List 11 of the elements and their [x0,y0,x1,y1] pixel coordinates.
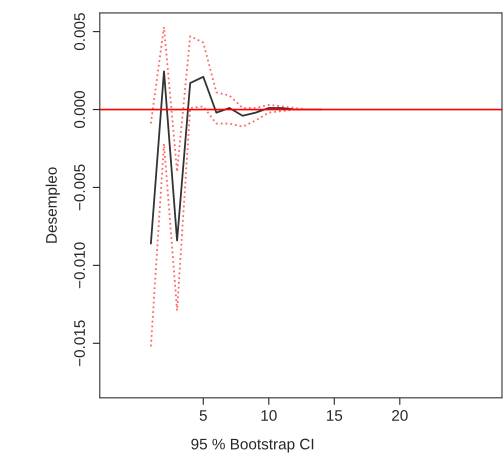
y-tick-label: 0.000 [74,91,85,128]
x-tick-label: 15 [326,410,342,421]
y-tick-label: −0.015 [74,320,85,366]
y-tick-label: 0.005 [74,13,85,50]
y-axis-title: Desempleo [46,167,60,243]
x-tick-label: 20 [392,410,408,421]
x-tick-label: 5 [200,410,207,421]
y-tick-label: −0.005 [74,164,85,210]
x-tick-label: 10 [261,410,277,421]
x-axis-title: 95 % Bootstrap CI [191,438,314,453]
y-tick-label: −0.010 [74,242,85,288]
